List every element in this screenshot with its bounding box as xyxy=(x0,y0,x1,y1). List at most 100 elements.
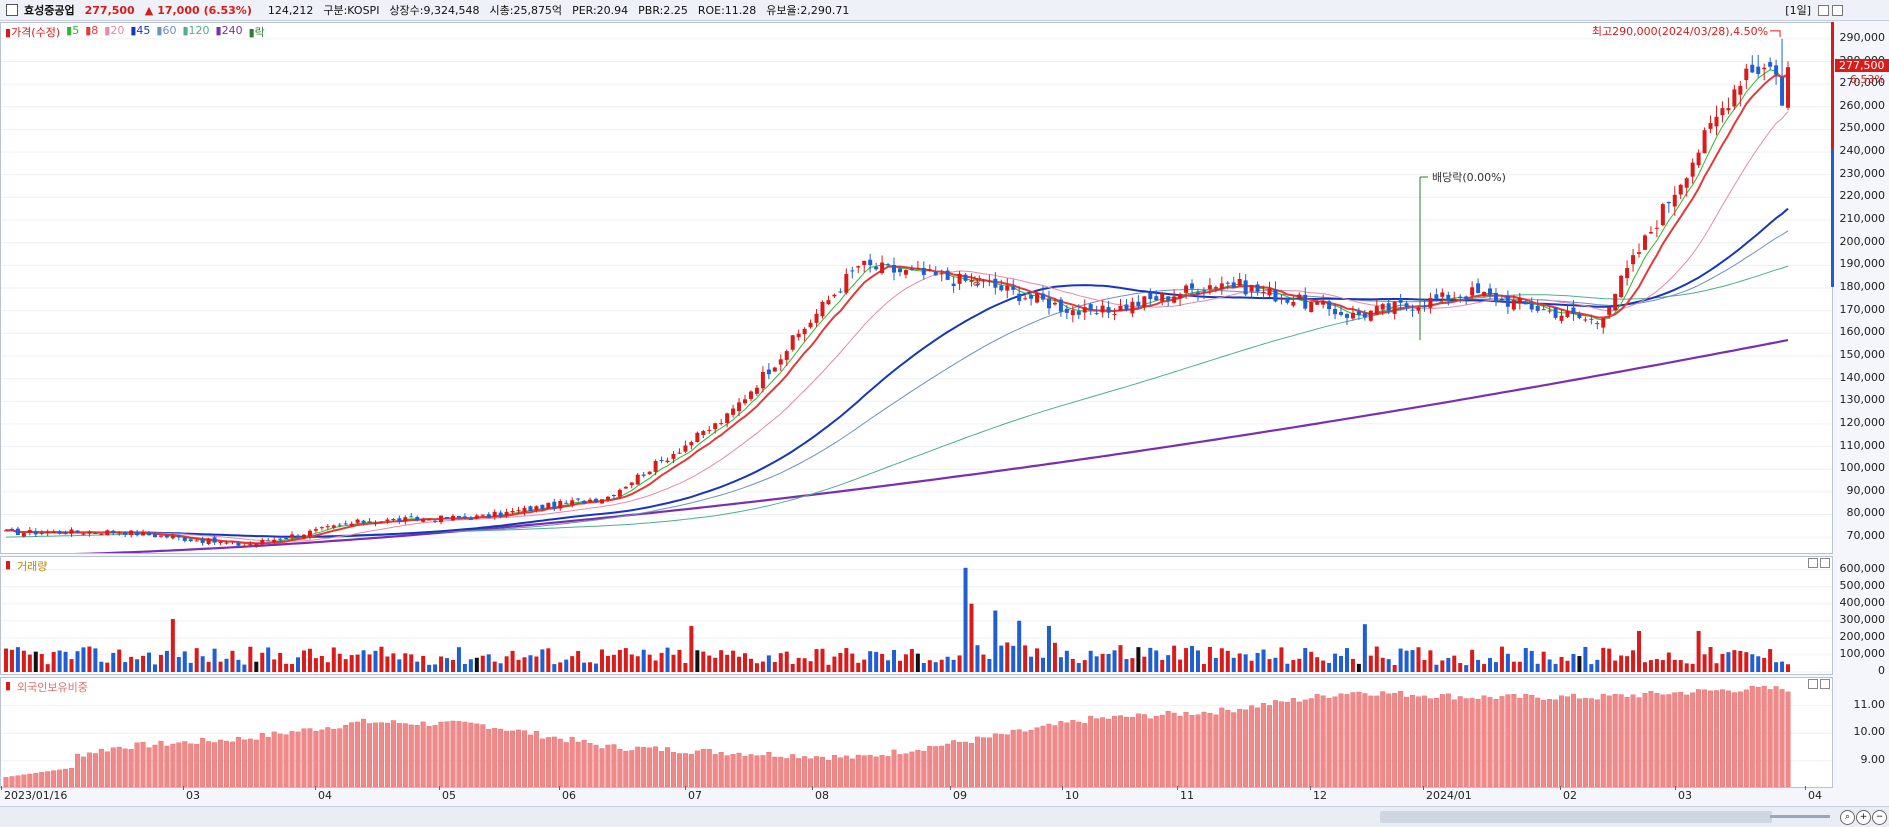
candle-body xyxy=(201,539,205,543)
candle-body xyxy=(195,540,199,541)
candle-body xyxy=(612,495,616,496)
candle-body xyxy=(70,529,74,533)
foreign-ratio-bar xyxy=(1285,702,1290,787)
volume-bar xyxy=(362,650,366,672)
volume-bar xyxy=(195,648,199,672)
volume-bar xyxy=(1148,648,1152,672)
minimize-icon[interactable] xyxy=(1818,5,1829,16)
volume-bar xyxy=(928,660,932,672)
foreign-ratio-bar xyxy=(927,746,932,787)
legend-item-5[interactable]: ▮60 xyxy=(156,24,176,40)
price-chart[interactable]: 최고290,000(2024/03/28),4.50%최저63,900(2023… xyxy=(1,23,1832,553)
legend-label: 45 xyxy=(136,24,150,37)
volume-bar xyxy=(1625,656,1629,672)
volume-bar xyxy=(856,663,860,672)
period-selector[interactable]: [1일] xyxy=(1785,2,1811,18)
volume-bar xyxy=(1071,659,1075,672)
date-tick-mark xyxy=(439,786,440,790)
foreign-ownership-panel[interactable]: ▮외국인보유비중 xyxy=(0,677,1833,788)
volume-panel[interactable]: ▮거래량 xyxy=(0,556,1833,675)
candle-body xyxy=(546,503,550,509)
legend-item-3[interactable]: ▮20 xyxy=(104,24,124,40)
candle-body xyxy=(1422,306,1426,308)
foreign-ratio-bar xyxy=(1714,691,1719,787)
volume-bar xyxy=(1184,648,1188,672)
candle-body xyxy=(451,516,455,520)
select-checkbox[interactable] xyxy=(6,4,18,16)
volume-bar xyxy=(272,659,276,672)
foreign-ratio-bar xyxy=(1762,686,1767,787)
high-arrow-icon xyxy=(1770,31,1780,37)
foreign-ratio-bar xyxy=(898,754,903,787)
price-tick-label: 290,000 xyxy=(1840,31,1886,44)
foreign-ratio-bar xyxy=(1059,721,1064,787)
legend-item-1[interactable]: ▮5 xyxy=(66,24,79,40)
foreign-ratio-bar xyxy=(1404,697,1409,787)
candle-body xyxy=(552,502,556,509)
volume-bar xyxy=(183,651,187,672)
date-tick-mark xyxy=(559,786,560,790)
volume-bar xyxy=(1375,647,1379,672)
volume-bar xyxy=(1059,657,1063,672)
volume-bar xyxy=(487,654,491,672)
volume-bar xyxy=(242,665,246,672)
legend-item-4[interactable]: ▮45 xyxy=(130,24,150,40)
foreign-ratio-bar xyxy=(69,768,74,787)
legend-item-6[interactable]: ▮120 xyxy=(182,24,209,40)
candle-body xyxy=(296,536,300,537)
candle-body xyxy=(540,505,544,510)
foreign-ratio-bar xyxy=(677,753,682,787)
zoom-reset-icon[interactable]: ⌕ xyxy=(1840,810,1855,825)
volume-bar xyxy=(916,654,920,672)
volume-bar xyxy=(1524,648,1528,672)
volume-bar xyxy=(1327,663,1331,672)
volume-bar xyxy=(1214,658,1218,672)
candle-body xyxy=(1643,235,1647,249)
candle-body xyxy=(272,540,276,542)
foreign-ratio-bar xyxy=(1768,689,1773,787)
volume-chart[interactable] xyxy=(1,557,1832,674)
foreign-ratio-bar xyxy=(1196,715,1201,787)
price-tick-label: 130,000 xyxy=(1840,393,1886,406)
foreign-ratio-bar xyxy=(1732,693,1737,787)
candle-body xyxy=(1661,204,1665,225)
candle-body xyxy=(76,530,80,532)
foreign-ratio-bar xyxy=(594,745,599,787)
candle-body xyxy=(10,529,14,530)
candle-body xyxy=(427,519,431,520)
foreign-ratio-bar xyxy=(10,777,15,787)
volume-bar xyxy=(1744,652,1748,672)
foreign-ratio-bar xyxy=(1398,691,1403,787)
volume-bar xyxy=(1411,650,1415,672)
volume-bar xyxy=(773,662,777,672)
legend-item-8[interactable]: ▮락 xyxy=(249,24,265,40)
candle-body xyxy=(1107,307,1111,313)
price-tick-label: 100,000 xyxy=(1840,461,1886,474)
foreign-ratio-bar xyxy=(528,735,533,787)
close-icon[interactable] xyxy=(1832,5,1843,16)
zoom-out-icon[interactable]: − xyxy=(1872,810,1887,825)
legend-item-0[interactable]: ▮가격(수정) xyxy=(5,24,60,40)
foreign-ownership-chart[interactable] xyxy=(1,678,1832,787)
horizontal-scrollbar[interactable] xyxy=(1380,811,1772,823)
candle-body xyxy=(1232,282,1236,287)
volume-bar xyxy=(409,654,413,672)
volume-bar xyxy=(1637,631,1641,672)
candle-body xyxy=(767,370,771,375)
legend-item-2[interactable]: ▮8 xyxy=(85,24,98,40)
candle-body xyxy=(1309,302,1313,312)
volume-bar xyxy=(1166,655,1170,672)
zoom-in-icon[interactable]: + xyxy=(1856,810,1871,825)
foreign-ratio-bar xyxy=(1434,698,1439,787)
volume-bar xyxy=(564,660,568,672)
zoom-slider[interactable] xyxy=(1770,815,1830,818)
price-tick-label: 190,000 xyxy=(1840,257,1886,270)
candle-body xyxy=(1077,311,1081,315)
foreign-tick-label: 10.00 xyxy=(1854,725,1886,738)
legend-item-7[interactable]: ▮240 xyxy=(216,24,243,40)
foreign-ratio-bar xyxy=(504,731,509,787)
volume-bar xyxy=(1345,648,1349,672)
volume-bar xyxy=(666,648,670,672)
volume-bar xyxy=(648,655,652,672)
price-panel[interactable]: 최고290,000(2024/03/28),4.50%최저63,900(2023… xyxy=(0,22,1833,554)
